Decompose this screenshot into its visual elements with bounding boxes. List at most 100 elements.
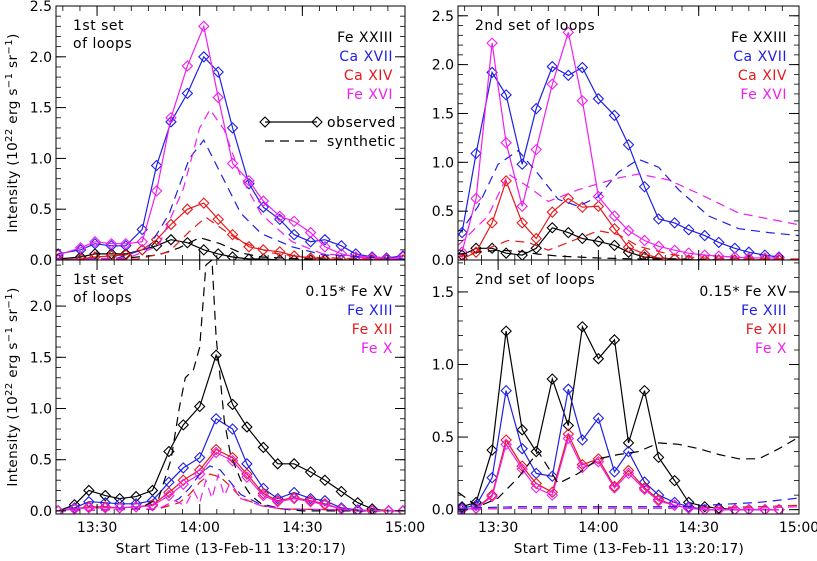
data-point — [257, 441, 270, 454]
y-tick-label: 0.5 — [30, 453, 52, 469]
data-point — [592, 190, 605, 203]
series-line-synthetic-0-15-fe-xv — [56, 260, 405, 512]
data-point — [576, 461, 589, 474]
data-point — [500, 438, 512, 451]
data-point — [729, 251, 741, 260]
y-tick-label: 1.5 — [432, 106, 454, 122]
data-point — [288, 228, 300, 241]
data-point — [562, 226, 575, 239]
legend-entry: 0.15* Fe XV — [305, 284, 393, 300]
data-point — [335, 239, 348, 252]
legend-observed-marker — [311, 116, 323, 128]
legend-entry: 0.15* Fe XV — [699, 284, 787, 300]
data-point — [56, 505, 64, 514]
data-point — [516, 217, 528, 229]
data-point — [668, 499, 681, 512]
data-point — [380, 252, 393, 260]
data-point — [562, 69, 575, 82]
series-group — [56, 260, 405, 514]
series-line-synthetic-fe-x — [56, 472, 405, 512]
data-point — [592, 200, 605, 213]
y-tick-label: 2.0 — [432, 58, 454, 74]
data-point — [150, 233, 163, 246]
data-point — [319, 497, 331, 510]
data-point — [120, 237, 132, 250]
data-point — [212, 66, 224, 78]
data-point — [397, 251, 405, 260]
data-point — [352, 504, 364, 514]
series-line-observed-ca-xvii — [461, 65, 779, 258]
series-line-observed-fe-x — [461, 436, 779, 511]
data-point — [530, 445, 543, 458]
data-point — [576, 201, 589, 214]
data-point — [562, 26, 575, 39]
series-line-synthetic-fe-xiii — [458, 497, 799, 509]
data-point — [177, 419, 190, 431]
data-point — [226, 423, 239, 435]
y-axis-label: Intensity (1022 erg s−1 sr−1) — [4, 33, 21, 232]
legend-entry: Ca XVII — [733, 49, 787, 65]
data-point — [638, 234, 651, 247]
data-point — [397, 505, 405, 514]
data-point — [243, 253, 255, 260]
data-point — [622, 138, 635, 151]
data-point — [486, 471, 498, 484]
data-point — [271, 495, 284, 508]
data-point — [99, 502, 112, 514]
x-tick-label: 14:30 — [282, 520, 322, 536]
data-point — [576, 61, 589, 74]
data-point — [68, 499, 81, 511]
data-point — [546, 470, 559, 483]
y-tick-label: 2.0 — [30, 299, 52, 315]
data-point — [288, 458, 300, 470]
data-point — [193, 400, 206, 413]
data-point — [668, 474, 681, 487]
data-point — [136, 235, 149, 248]
data-point — [83, 502, 95, 514]
series-line-synthetic-ca-xiv — [56, 216, 405, 260]
data-point — [226, 398, 239, 411]
data-point — [470, 147, 482, 160]
data-point — [608, 239, 621, 252]
data-point — [319, 494, 331, 507]
data-point — [546, 60, 559, 73]
x-tick-label: 15:00 — [779, 520, 817, 536]
data-point — [181, 60, 194, 72]
plot-frame — [457, 259, 800, 515]
x-tick-label: 14:00 — [180, 520, 220, 536]
data-point — [56, 248, 64, 260]
data-point — [165, 218, 177, 231]
y-tick-label: 0.0 — [432, 503, 454, 519]
data-point — [458, 502, 468, 514]
data-point — [257, 201, 270, 213]
data-point — [576, 94, 589, 107]
data-point — [335, 502, 348, 514]
legend-entry: Fe XVI — [740, 87, 787, 103]
data-point — [113, 502, 126, 514]
data-point — [288, 491, 300, 504]
x-tick-label: 13:30 — [478, 520, 518, 536]
data-point — [546, 486, 559, 499]
data-point — [668, 496, 681, 509]
y-tick-label: 0.5 — [432, 204, 454, 220]
series-line-observed-0-15-fe-xv — [461, 324, 779, 511]
panel-title: 2nd set of loops — [475, 18, 595, 34]
y-tick-label: 1.0 — [30, 402, 52, 418]
data-point — [592, 352, 605, 365]
data-point — [516, 158, 528, 171]
data-point — [120, 248, 132, 260]
data-point — [304, 492, 317, 505]
data-point — [470, 502, 482, 514]
data-point — [226, 157, 239, 170]
series-line-observed-0-15-fe-xv — [57, 353, 403, 512]
data-point — [546, 489, 559, 501]
legend-entry: Fe X — [361, 341, 393, 357]
y-axis-label: Intensity (1022 erg s−1 sr−1) — [4, 287, 21, 486]
data-point — [576, 434, 589, 446]
data-point — [486, 242, 498, 255]
data-point — [89, 248, 101, 260]
data-point — [712, 250, 725, 260]
data-point — [243, 241, 255, 253]
legend-entry: Ca XIV — [344, 68, 393, 84]
